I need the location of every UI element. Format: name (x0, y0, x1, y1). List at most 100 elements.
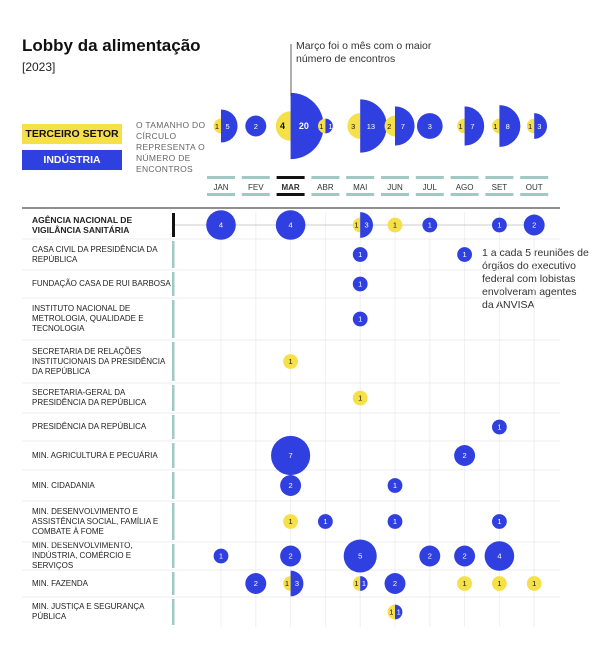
row-bar (172, 385, 175, 411)
total-set-industria-bubble (499, 105, 521, 147)
cell-0-jul-industria (422, 217, 438, 233)
cell-12-jun-industria (395, 604, 403, 620)
total-abr-terceiro-bubble (317, 118, 326, 134)
row-bar (172, 213, 175, 237)
cell-11-out-terceiro-label: 1 (532, 579, 536, 588)
total-jun-industria-bubble (395, 106, 415, 146)
cell-3-mai-industria (352, 311, 368, 327)
cell-11-mai-industria (360, 576, 368, 591)
row-label: FUNDAÇÃO CASA DE RUI BARBOSA (32, 279, 171, 288)
cell-4-mar-terceiro-label: 1 (289, 357, 293, 366)
total-ago-terceiro-label: 1 (458, 122, 462, 131)
row-label: MIN. JUSTIÇA E SEGURANÇA PÚBLICA (32, 602, 145, 621)
cell-9-jun-industria-label: 1 (393, 517, 397, 526)
total-abr-industria-label: 1 (328, 122, 332, 131)
cell-11-fev-industria (245, 573, 267, 594)
total-mar-industria-label: 20 (299, 121, 309, 131)
cell-12-jun-terceiro-label: 1 (389, 608, 393, 617)
total-out-industria-bubble (534, 113, 548, 139)
month-bar-jul (415, 176, 444, 179)
cell-8-mar-industria-label: 2 (289, 481, 293, 490)
cell-5-mai-terceiro-label: 1 (358, 394, 362, 403)
row-bar (172, 599, 175, 625)
cell-10-mai-industria (343, 539, 377, 573)
total-mar-terceiro-bubble (275, 111, 291, 141)
month-label-jun: JUN (387, 183, 403, 192)
row-bar (172, 503, 175, 540)
row-bar (172, 272, 175, 296)
cell-0-jan-industria-label: 4 (219, 221, 223, 230)
cell-7-mar-industria-label: 7 (289, 451, 293, 460)
cell-0-mai-industria (360, 212, 373, 238)
total-set-terceiro-bubble (491, 118, 500, 134)
cell-10-jan-industria (213, 548, 229, 564)
row-label: INSTITUTO NACIONAL DE METROLOGIA, QUALID… (32, 304, 144, 333)
cell-0-jan-industria (206, 210, 236, 240)
page-title: Lobby da alimentação (22, 36, 201, 55)
cell-4-mar-terceiro (283, 354, 298, 369)
total-jul-industria-label: 3 (428, 122, 432, 131)
row-label: SECRETARIA DE RELAÇÕES INSTITUCIONAIS DA… (32, 346, 165, 376)
total-set-industria-label: 8 (506, 122, 510, 131)
month-label-jul: JUL (423, 183, 438, 192)
row-bar (172, 472, 175, 499)
cell-1-ago-industria (457, 247, 472, 262)
month-bar-bottom-fev (241, 193, 270, 196)
legend-terceiro-setor: TERCEIRO SETOR (22, 124, 122, 144)
total-mai-industria-label: 13 (367, 122, 375, 131)
cell-0-mai-terceiro-label: 1 (354, 221, 358, 230)
month-bar-bottom-mai (346, 193, 375, 196)
cell-12-jun-industria-label: 1 (397, 608, 401, 617)
cell-5-mai-terceiro (352, 390, 368, 406)
total-jul-industria-bubble (416, 113, 443, 139)
month-bar-bottom-ago (450, 193, 479, 196)
cell-1-mai-industria (352, 247, 368, 262)
cell-11-set-terceiro-label: 1 (497, 579, 501, 588)
row-label: AGÊNCIA NACIONAL DE VIGILÂNCIA SANITÁRIA (32, 215, 133, 235)
cell-10-set-industria-label: 4 (497, 552, 501, 561)
cell-11-mar-terceiro-label: 1 (285, 579, 289, 588)
cell-0-jul-industria-label: 1 (428, 221, 432, 230)
cell-9-set-industria (492, 514, 507, 529)
legend-industria: INDÚSTRIA (22, 150, 122, 170)
cell-1-ago-industria-label: 1 (463, 250, 467, 259)
month-bar-abr (311, 176, 340, 179)
cell-11-mai-terceiro (352, 576, 361, 591)
month-bar-bottom-jul (415, 193, 444, 196)
month-label-ago: AGO (456, 183, 474, 192)
row-label: MIN. AGRICULTURA E PECUÁRIA (32, 450, 158, 460)
total-abr-terceiro-label: 1 (319, 122, 323, 131)
cell-0-jun-terceiro (387, 217, 403, 233)
row-label: MIN. FAZENDA (32, 578, 89, 588)
cell-0-mar-industria (275, 210, 306, 240)
total-mar-industria-bubble (290, 92, 324, 160)
cell-10-ago-industria (454, 545, 476, 567)
cell-11-out-terceiro (526, 576, 542, 591)
row-bar (172, 544, 175, 568)
month-bar-mar (276, 176, 305, 179)
row-label: MIN. CIDADANIA (32, 480, 95, 490)
cell-11-jun-industria-label: 2 (393, 579, 397, 588)
cell-0-mai-terceiro (352, 217, 361, 233)
cell-10-jul-industria-label: 2 (428, 552, 432, 561)
row-bar (172, 300, 175, 338)
cell-0-set-industria-label: 1 (497, 221, 501, 230)
cell-9-jun-industria (387, 514, 403, 529)
cell-6-set-industria (492, 419, 507, 435)
cell-10-set-industria (484, 541, 515, 571)
cell-0-set-industria (492, 217, 507, 233)
row-bar (172, 241, 175, 268)
cell-11-mai-terceiro-label: 1 (354, 579, 358, 588)
month-bar-bottom-set (485, 193, 514, 196)
cell-11-jun-industria (384, 573, 406, 594)
month-bar-jan (207, 176, 235, 179)
month-label-mar: MAR (281, 183, 299, 192)
cell-7-mar-industria (271, 435, 311, 476)
total-fev-industria-label: 2 (254, 122, 258, 131)
row-bar (172, 443, 175, 468)
cell-11-ago-terceiro-label: 1 (463, 579, 467, 588)
month-label-set: SET (492, 183, 508, 192)
total-out-industria-label: 3 (537, 122, 541, 131)
month-bar-bottom-jun (381, 193, 409, 196)
cell-9-abr-industria-label: 1 (323, 517, 327, 526)
